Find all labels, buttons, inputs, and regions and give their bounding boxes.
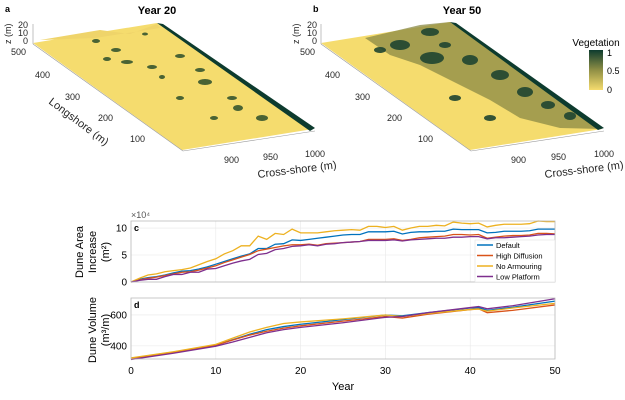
vegetated-dunes bbox=[365, 22, 602, 129]
colorbar-tick: 0 bbox=[607, 85, 612, 95]
cross-shore-tick: 1000 bbox=[305, 149, 325, 159]
x-tick-label: 0 bbox=[128, 366, 134, 377]
cross-shore-tick: 950 bbox=[263, 152, 278, 162]
longshore-tick: 500 bbox=[300, 47, 315, 57]
panel-b-axes bbox=[320, 24, 605, 152]
longshore-tick: 100 bbox=[130, 134, 145, 144]
series-line-no-armouring bbox=[130, 302, 556, 359]
vegetation-colorbar: Vegetation 1 0.5 0 bbox=[572, 38, 619, 95]
legend-box bbox=[474, 239, 556, 283]
y-tick-label: 400 bbox=[110, 341, 127, 352]
cross-shore-axis-label: Cross-shore (m) bbox=[544, 159, 624, 181]
exponent-label: ×10⁴ bbox=[131, 210, 150, 220]
colorbar-gradient bbox=[589, 50, 603, 90]
longshore-tick: 200 bbox=[98, 113, 113, 123]
x-tick-label: 20 bbox=[295, 366, 307, 377]
legend-entry: No Armouring bbox=[496, 262, 542, 271]
panel-c-dune-area-chart: c ×10⁴ 0 5 10 Dune Area Increase (m²) Defa… bbox=[74, 210, 556, 289]
z-tick: 0 bbox=[312, 36, 317, 46]
series-line-no-armouring bbox=[130, 220, 555, 283]
x-axis-label: Year bbox=[332, 381, 355, 393]
cross-shore-axis-label: Cross-shore (m) bbox=[257, 159, 337, 181]
longshore-tick: 200 bbox=[387, 113, 402, 123]
vegetated-foredune bbox=[157, 23, 315, 131]
longshore-tick: 300 bbox=[355, 92, 370, 102]
y-tick-label: 600 bbox=[110, 310, 127, 321]
longshore-tick: 400 bbox=[325, 70, 340, 80]
series-lines bbox=[130, 220, 556, 283]
panel-letter-d: d bbox=[134, 300, 140, 310]
legend-entry: Low Platform bbox=[496, 273, 540, 282]
z-tick: 10 bbox=[307, 28, 317, 38]
panel-a-axes bbox=[32, 24, 316, 152]
longshore-tick: 400 bbox=[35, 70, 50, 80]
z-axis-label: z (m) bbox=[3, 24, 13, 45]
dune-ridge bbox=[40, 24, 160, 40]
y-axis-label-unit: (m³/m) bbox=[100, 314, 112, 346]
panel-b-title: Year 50 bbox=[443, 5, 482, 17]
colorbar-label: Vegetation bbox=[572, 38, 619, 49]
series-lines bbox=[130, 298, 556, 361]
cross-shore-tick: 900 bbox=[224, 155, 239, 165]
series-line-default bbox=[130, 228, 555, 283]
axes-box bbox=[130, 297, 556, 360]
legend-entry: Default bbox=[496, 241, 521, 250]
longshore-tick: 500 bbox=[11, 47, 26, 57]
vegetated-foredune bbox=[450, 22, 604, 130]
y-tick-label: 5 bbox=[121, 251, 127, 262]
panel-b-3d-surface: b Year 50 20 10 0 z (m) 500 400 300 200 … bbox=[291, 4, 624, 181]
panel-letter-a: a bbox=[5, 4, 11, 14]
y-axis-label-line1: Dune Area bbox=[74, 225, 86, 278]
y-axis-label-unit: (m²) bbox=[100, 242, 112, 262]
cross-shore-tick: 900 bbox=[511, 155, 526, 165]
colorbar-tick: 0.5 bbox=[607, 66, 620, 76]
panel-letter-c: c bbox=[134, 223, 139, 233]
z-tick: 10 bbox=[18, 28, 28, 38]
panel-letter-b: b bbox=[313, 4, 319, 14]
cross-shore-tick: 950 bbox=[551, 152, 566, 162]
y-tick-label: 0 bbox=[121, 278, 127, 289]
series-line-low-platform bbox=[130, 233, 555, 283]
panel-a-title: Year 20 bbox=[138, 5, 177, 17]
x-tick-label: 10 bbox=[210, 366, 222, 377]
x-tick-label: 50 bbox=[549, 366, 561, 377]
vegetation-patches bbox=[374, 28, 576, 121]
panel-a-3d-surface: a Year 20 20 10 0 z (m) 500 400 300 200 … bbox=[3, 4, 337, 181]
y-axis-label-line1: Dune Volume bbox=[87, 297, 99, 363]
z-axis-label: z (m) bbox=[291, 24, 301, 45]
sand-surface bbox=[33, 23, 313, 150]
z-tick: 20 bbox=[18, 20, 28, 30]
z-tick: 0 bbox=[23, 36, 28, 46]
series-line-low-platform bbox=[130, 298, 556, 361]
series-line-high-diffusion bbox=[130, 304, 556, 360]
colorbar-tick: 1 bbox=[607, 48, 612, 58]
z-tick: 20 bbox=[307, 20, 317, 30]
y-axis-label-line2: Increase bbox=[87, 231, 99, 273]
vegetation-patches bbox=[92, 32, 268, 121]
x-tick-label: 40 bbox=[465, 366, 477, 377]
y-tick-label: 10 bbox=[116, 224, 128, 235]
x-tick-label: 30 bbox=[380, 366, 392, 377]
cross-shore-tick: 1000 bbox=[594, 149, 614, 159]
legend-entry: High Diffusion bbox=[496, 252, 543, 261]
longshore-tick: 300 bbox=[65, 92, 80, 102]
longshore-tick: 100 bbox=[418, 134, 433, 144]
